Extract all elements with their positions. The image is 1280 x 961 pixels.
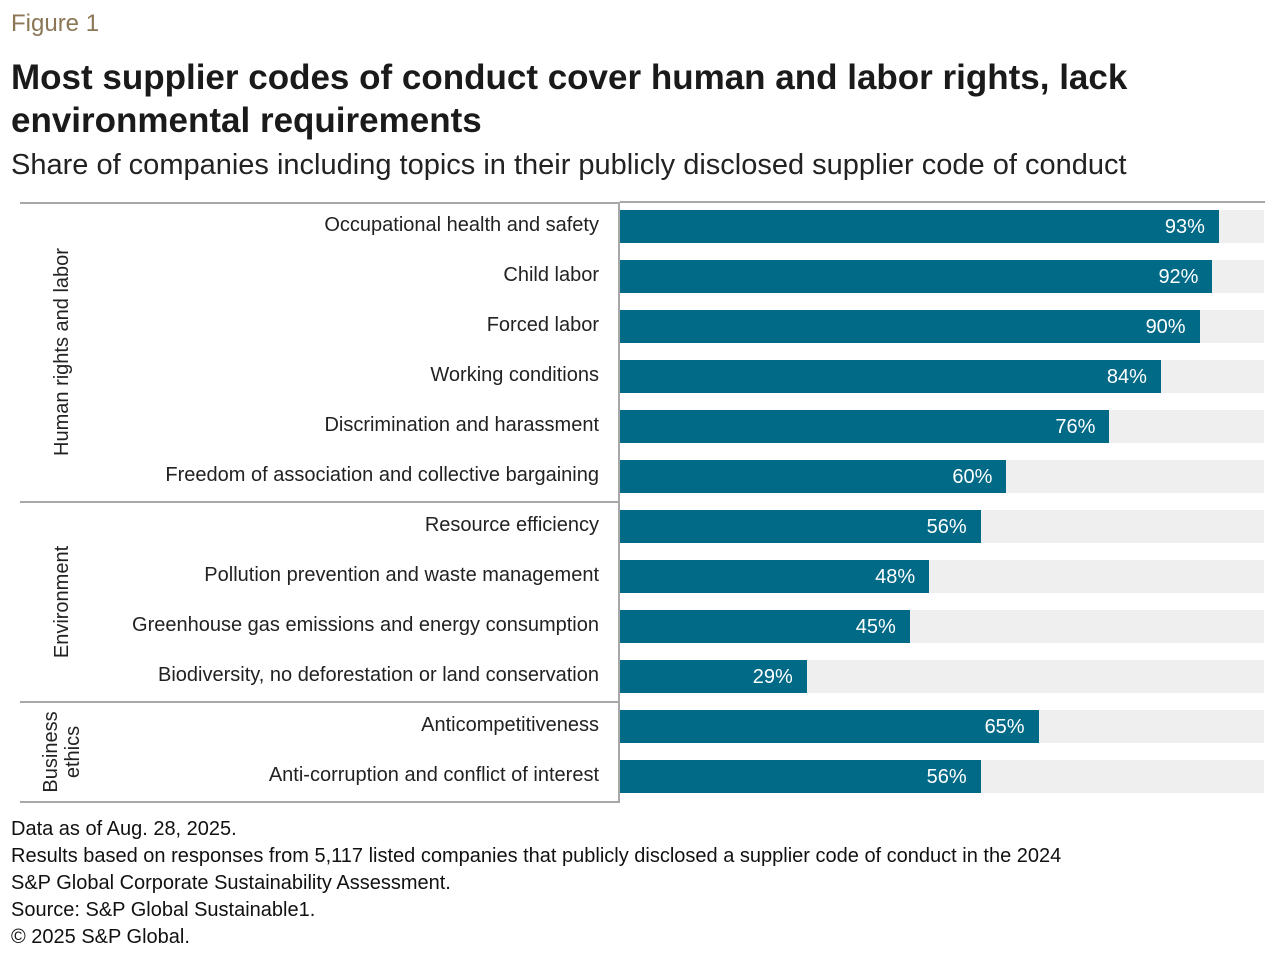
value-label: 56% [926,516,967,538]
bar-track: 56% [620,510,1264,543]
category-label: Resource efficiency [424,514,599,536]
group-label: Environment [51,545,73,659]
note-date: Data as of Aug. 28, 2025. [11,818,237,840]
bar: 93% [620,210,1219,243]
bar: 65% [620,710,1039,743]
note-copyright: © 2025 S&P Global. [11,926,190,948]
divider-top-bars [620,201,1265,203]
divider-top [20,202,620,204]
group-label-line: Business [40,711,62,793]
group-label: Business ethics [40,702,84,802]
bar-track: 84% [620,360,1264,393]
value-label: 76% [1055,416,1096,438]
value-label: 90% [1145,316,1186,338]
category-label: Occupational health and safety [324,214,599,236]
bar: 56% [620,760,981,793]
figure-label: Figure 1 [11,10,100,37]
bar: 84% [620,360,1161,393]
bar: 45% [620,610,910,643]
category-label: Anticompetitiveness [421,714,599,736]
value-label: 56% [926,766,967,788]
bar-track: 93% [620,210,1264,243]
group-divider [20,701,620,703]
bar: 56% [620,510,981,543]
category-label: Child labor [503,264,599,286]
bar: 48% [620,560,930,593]
bar-track: 29% [620,660,1264,693]
bar: 76% [620,410,1110,443]
note-source: Source: S&P Global Sustainable1. [11,899,316,921]
group-divider [20,801,620,803]
category-label: Anti-corruption and conflict of interest [268,764,599,786]
bar-track: 92% [620,260,1264,293]
note-basis-cont: S&P Global Corporate Sustainability Asse… [11,872,451,894]
category-label: Freedom of association and collective ba… [165,464,599,486]
category-label: Pollution prevention and waste managemen… [204,564,599,586]
value-label: 60% [952,466,993,488]
group-divider [20,501,620,503]
value-label: 93% [1164,216,1205,238]
note-basis: Results based on responses from 5,117 li… [11,845,1062,867]
value-label: 84% [1106,366,1147,388]
category-label: Working conditions [430,364,599,386]
chart-subtitle: Share of companies including topics in t… [11,149,1127,181]
category-label: Biodiversity, no deforestation or land c… [158,664,599,686]
bar-track: 48% [620,560,1264,593]
group-label-line: ethics [62,725,84,779]
category-label: Greenhouse gas emissions and energy cons… [132,614,599,636]
category-label: Forced labor [486,314,599,336]
footnotes: Data as of Aug. 28, 2025. Results based … [11,816,1061,951]
value-label: 45% [855,616,896,638]
bar-track: 76% [620,410,1264,443]
bar-track: 60% [620,460,1264,493]
bar: 60% [620,460,1007,493]
bar: 92% [620,260,1213,293]
chart-title: Most supplier codes of conduct cover hum… [11,58,1128,140]
value-label: 65% [984,716,1025,738]
value-label: 29% [752,666,793,688]
bar-track: 56% [620,760,1264,793]
value-label: 48% [875,566,916,588]
bar-track: 45% [620,610,1264,643]
value-label: 92% [1158,266,1199,288]
category-label: Discrimination and harassment [324,414,599,436]
bar-track: 90% [620,310,1264,343]
bar: 29% [620,660,807,693]
bar: 90% [620,310,1200,343]
group-label: Human rights and labor [51,248,73,456]
bar-track: 65% [620,710,1264,743]
